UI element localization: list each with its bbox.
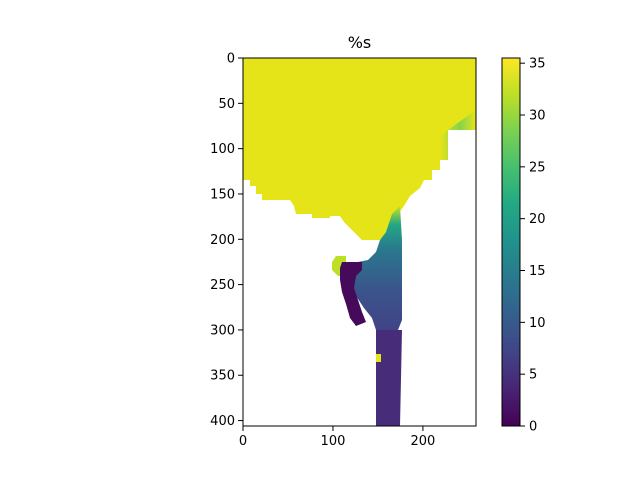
x-tick-label: 100 [321,434,346,449]
heatmap-field [243,58,476,426]
axes-frame [242,57,477,427]
y-tick-label: 100 [210,142,235,157]
colorbar-tick-label: 20 [529,212,546,227]
river-channel [376,330,402,426]
colorbar-tick-label: 5 [529,368,537,383]
colorbar-tick-label: 0 [529,420,537,435]
x-tick-label: 200 [411,434,436,449]
y-tick-label: 250 [210,278,235,293]
colorbar-tick-label: 25 [529,160,546,175]
y-axis-ticks: 0 50 100 150 200 250 300 350 400 [210,52,243,429]
chart-title: %s [348,33,372,52]
colorbar [501,57,521,427]
colorbar-ticks: 0 5 10 15 20 25 30 35 [520,57,546,435]
colorbar-tick-label: 15 [529,264,546,279]
y-tick-label: 50 [218,97,235,112]
y-tick-label: 150 [210,187,235,202]
channel-speck [376,354,381,362]
y-tick-label: 0 [227,52,235,67]
inner-bay [340,262,366,326]
open-ocean-region [243,58,476,240]
y-tick-label: 300 [210,323,235,338]
colorbar-tick-label: 35 [529,57,546,72]
y-tick-label: 400 [210,414,235,429]
y-tick-label: 200 [210,233,235,248]
x-axis-ticks: 0 100 200 [239,426,435,449]
coastal-gradient [440,110,476,160]
x-tick-label: 0 [239,434,247,449]
colorbar-tick-label: 30 [529,109,546,124]
y-tick-label: 350 [210,369,235,384]
river-plume [348,206,402,330]
colorbar-tick-label: 10 [529,316,546,331]
